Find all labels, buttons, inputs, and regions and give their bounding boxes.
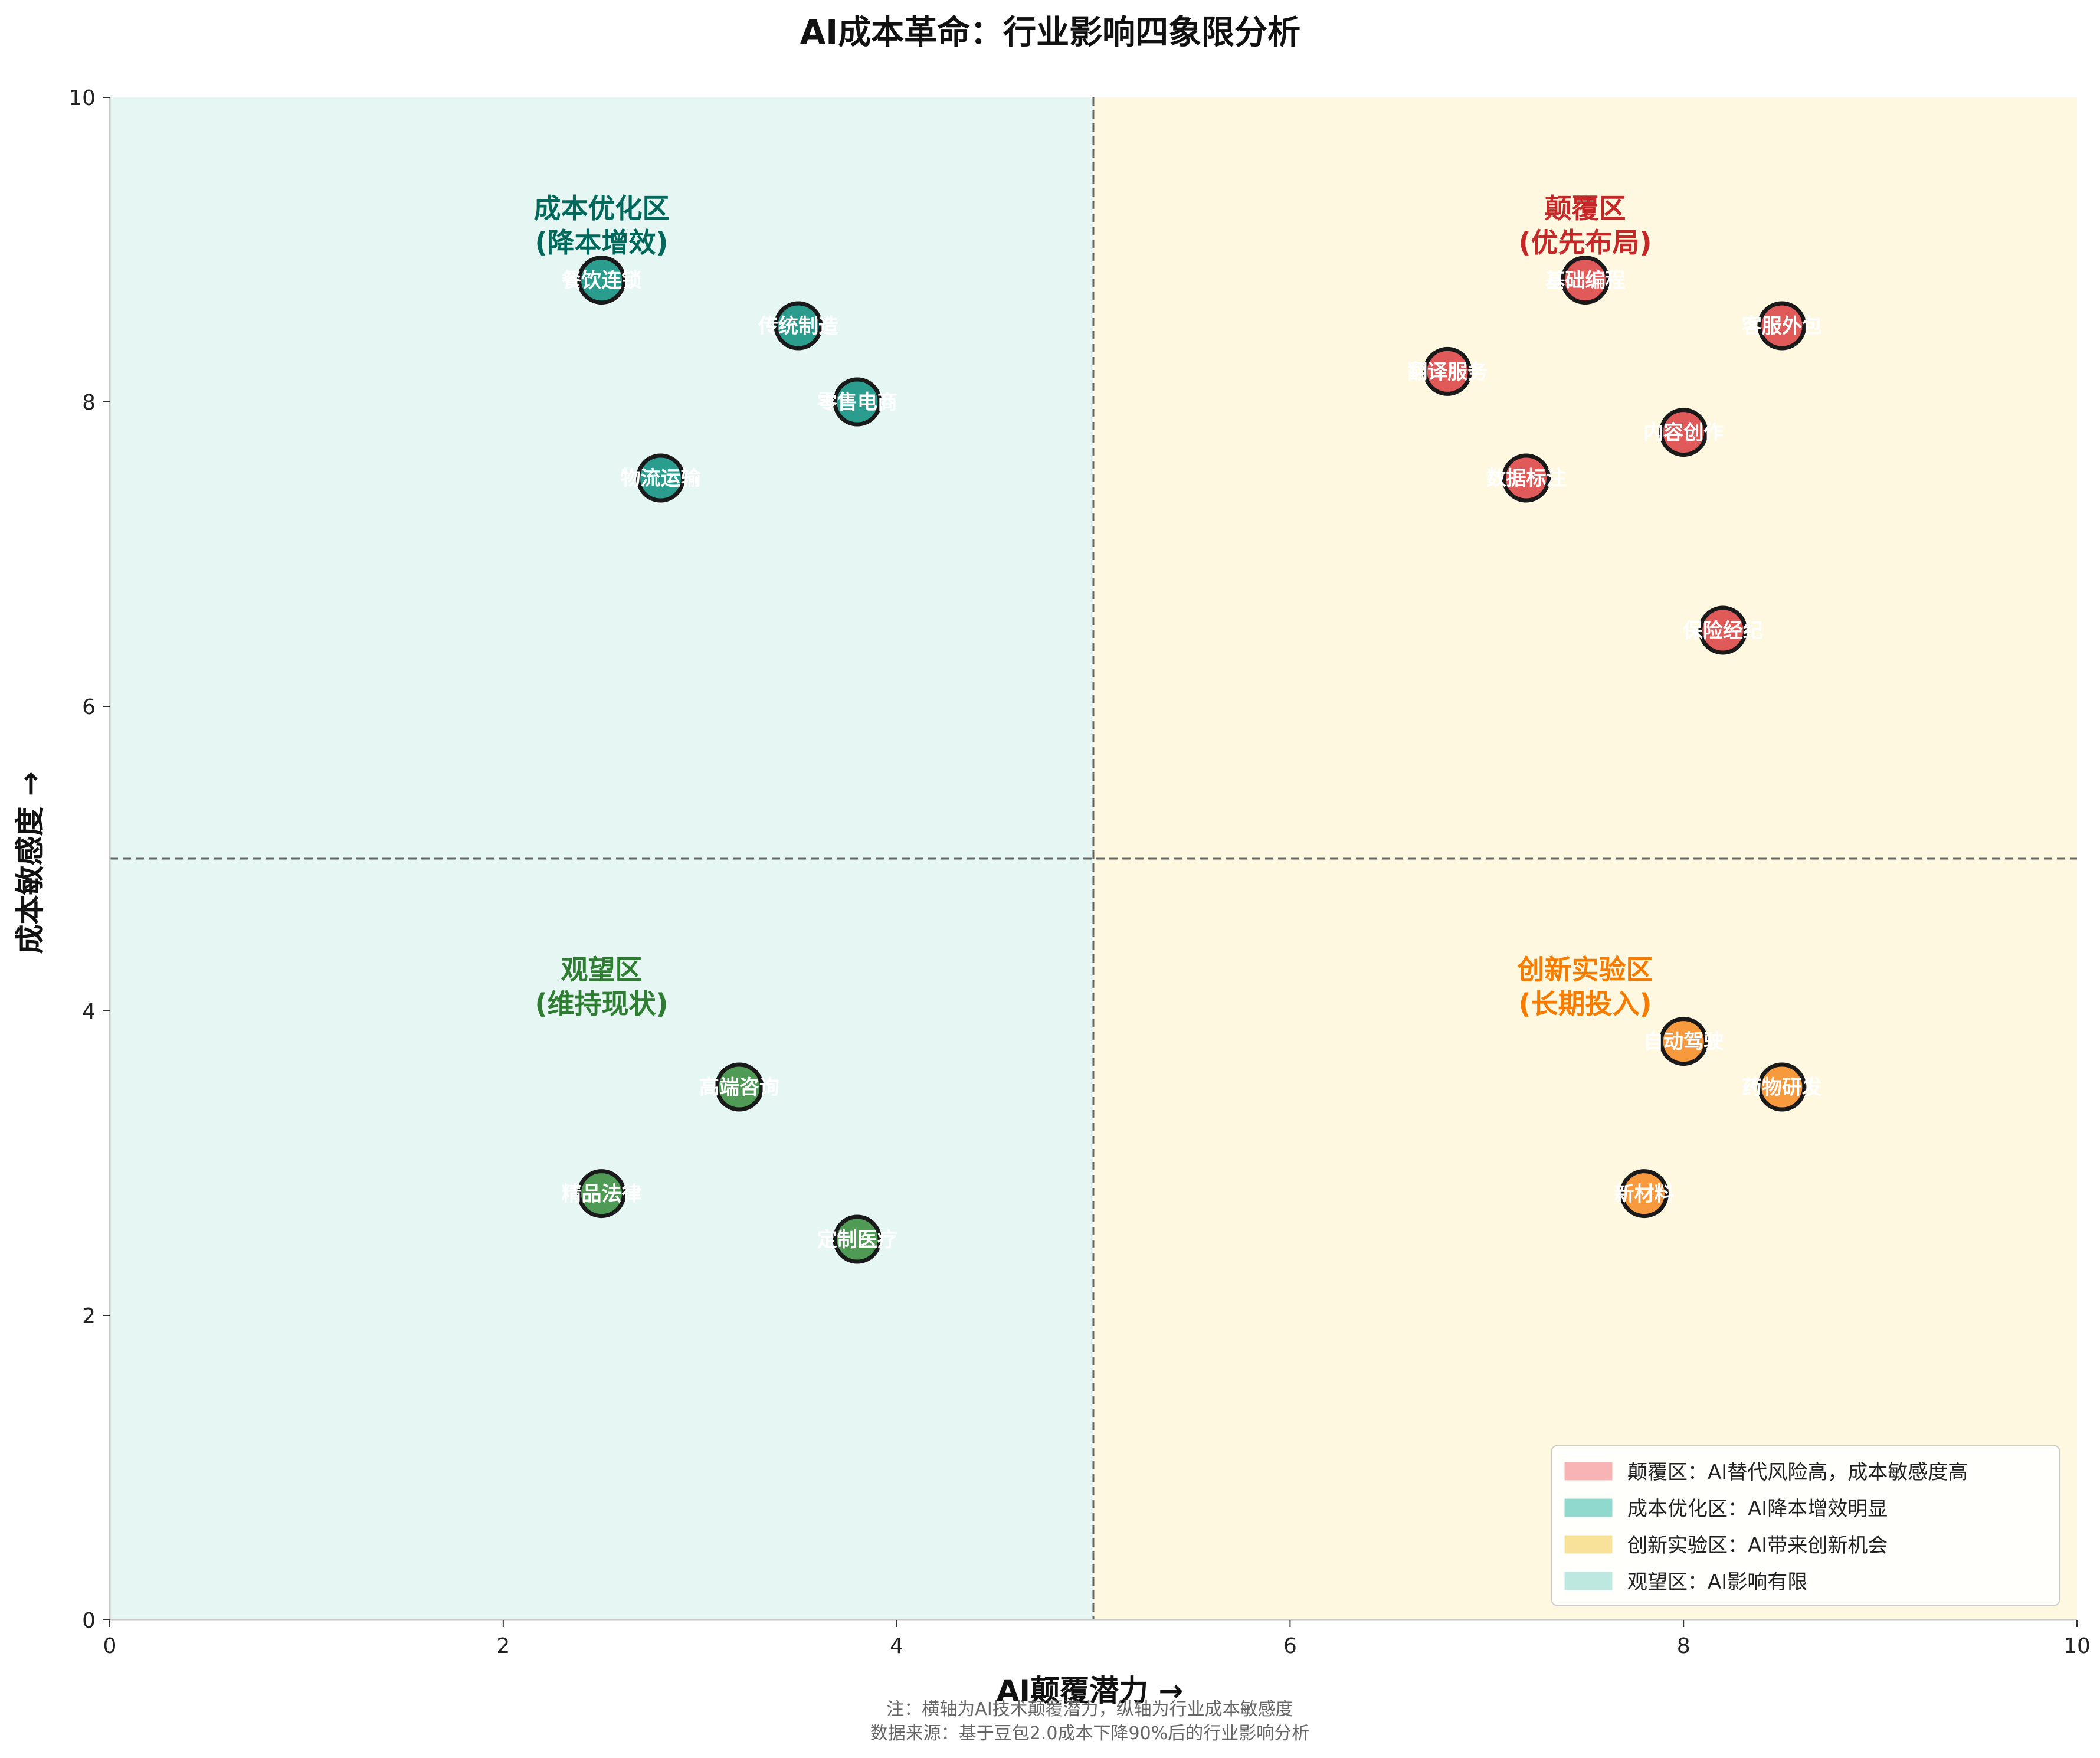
x-tick-label: 8 <box>1677 1634 1691 1658</box>
data-point-label: 内容创作 <box>1643 421 1724 445</box>
x-tick-label: 0 <box>103 1634 117 1658</box>
legend: 颠覆区：AI替代风险高，成本敏感度高成本优化区：AI降本增效明显创新实验区：AI… <box>1551 1445 2060 1606</box>
data-point <box>1698 605 1748 655</box>
x-axis-label: AI颠覆潜力 → <box>997 1674 1184 1708</box>
legend-swatch <box>1564 1462 1613 1481</box>
zone-label-subtitle: (优先布局) <box>1518 227 1652 258</box>
data-point-label: 餐饮连锁 <box>562 269 642 293</box>
y-tick-label: 0 <box>82 1609 96 1633</box>
zone-label-title: 观望区 <box>561 954 643 986</box>
legend-swatch <box>1564 1535 1613 1554</box>
quadrant-dividers <box>110 97 2077 1620</box>
data-point <box>1501 453 1551 503</box>
zone-label-title: 成本优化区 <box>534 192 670 224</box>
data-point-label: 精品法律 <box>562 1183 642 1206</box>
legend-entry: 成本优化区：AI降本增效明显 <box>1627 1497 1888 1521</box>
zone-label-title: 创新实验区 <box>1518 954 1653 986</box>
axes: 0 2 4 6 8 10 0 2 4 6 8 10 <box>68 86 2091 1658</box>
legend-entry: 观望区：AI影响有限 <box>1627 1570 1807 1594</box>
zone-label-title: 颠覆区 <box>1545 192 1626 224</box>
zone-label-subtitle: (降本增效) <box>535 227 668 258</box>
data-point <box>774 301 823 351</box>
data-point <box>577 256 626 305</box>
data-point-label: 定制医疗 <box>817 1228 897 1252</box>
data-point-label: 高端咨询 <box>699 1076 779 1099</box>
legend-swatch <box>1564 1572 1613 1590</box>
legend-swatch <box>1564 1498 1613 1517</box>
data-point <box>833 1214 882 1264</box>
data-point <box>1757 301 1807 351</box>
x-tick-label: 10 <box>2063 1634 2091 1658</box>
y-tick-label: 6 <box>82 695 96 719</box>
x-tick-label: 2 <box>496 1634 510 1658</box>
x-tick-label: 6 <box>1283 1634 1297 1658</box>
y-tick-label: 8 <box>82 391 96 415</box>
data-point-label: 客服外包 <box>1742 315 1822 338</box>
data-point-label: 基础编程 <box>1545 269 1626 293</box>
legend-entry: 创新实验区：AI带来创新机会 <box>1627 1534 1888 1557</box>
zone-label-subtitle: (长期投入) <box>1518 988 1652 1020</box>
data-point <box>1561 256 1610 305</box>
data-point <box>636 453 686 503</box>
data-point <box>715 1062 764 1112</box>
data-point-label: 物流运输 <box>621 467 702 490</box>
data-point-label: 自动驾驶 <box>1643 1030 1724 1054</box>
data-point <box>1620 1169 1669 1219</box>
data-point-label: 传统制造 <box>758 315 838 338</box>
data-point <box>1659 408 1708 457</box>
footnote-1: 注：横轴为AI技术颠覆潜力，纵轴为行业成本敏感度 <box>886 1699 1293 1720</box>
data-point-label: 数据标注 <box>1486 467 1566 490</box>
y-axis-label: 成本敏感度 → <box>13 771 47 954</box>
y-tick-label: 10 <box>68 86 96 110</box>
footnote-2: 数据来源：基于豆包2.0成本下降90%后的行业影响分析 <box>870 1723 1309 1744</box>
data-point-label: 零售电商 <box>817 391 897 414</box>
data-point <box>1659 1017 1708 1066</box>
y-tick-label: 4 <box>82 1000 96 1024</box>
data-point <box>1757 1062 1807 1112</box>
data-point <box>833 377 882 427</box>
data-point <box>1423 346 1472 396</box>
data-point-label: 新材料 <box>1614 1183 1675 1206</box>
y-tick-label: 2 <box>82 1304 96 1328</box>
data-point <box>577 1169 626 1219</box>
data-point-label: 保险经纪 <box>1683 619 1763 643</box>
chart-title: AI成本革命：行业影响四象限分析 <box>800 14 1300 52</box>
zone-labels: 颠覆区(优先布局) 成本优化区(降本增效) 创新实验区(长期投入) 观望区(维持现状) <box>534 192 1653 1020</box>
data-point-label: 药物研发 <box>1742 1076 1822 1099</box>
legend-entry: 颠覆区：AI替代风险高，成本敏感度高 <box>1627 1461 1968 1484</box>
x-tick-label: 4 <box>890 1634 903 1658</box>
data-point-label: 翻译服务 <box>1407 360 1488 384</box>
zone-label-subtitle: (维持现状) <box>535 988 668 1020</box>
legend-box <box>1551 1445 2060 1606</box>
